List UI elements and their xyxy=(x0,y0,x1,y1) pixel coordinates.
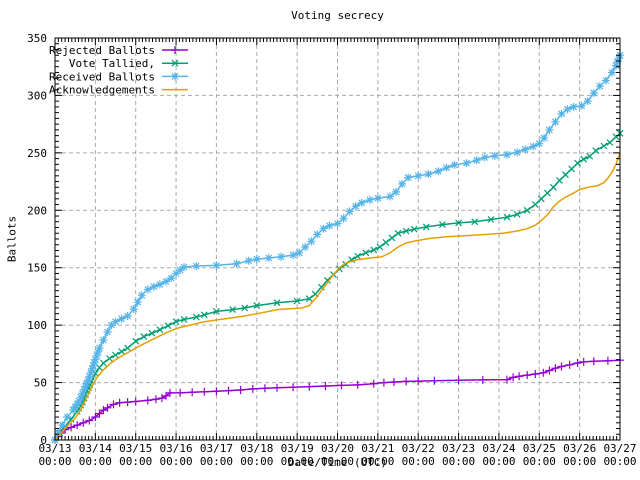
x-tick-label-time: 00:00 xyxy=(482,455,515,468)
x-tick-label-time: 00:00 xyxy=(321,455,354,468)
y-axis-title: Ballots xyxy=(5,215,19,263)
legend-sample-marker-rejected-ballots xyxy=(171,46,179,54)
series-received-ballots xyxy=(51,51,624,444)
legend-sample-marker-vote-tallied xyxy=(171,59,179,67)
legend-sample-marker-received-ballots xyxy=(171,72,179,81)
x-tick-label-date: 03/14 xyxy=(79,442,112,455)
y-tick-label: 150 xyxy=(27,262,47,275)
series-acknowledgements xyxy=(54,152,621,441)
x-tick-label-date: 03/18 xyxy=(240,442,273,455)
x-tick-label-date: 03/26 xyxy=(563,442,596,455)
legend-label-acknowledgements: Acknowledgements xyxy=(49,84,155,97)
x-tick-label-time: 00:00 xyxy=(281,455,314,468)
x-tick-label-date: 03/17 xyxy=(200,442,233,455)
y-tick-label: 100 xyxy=(27,319,47,332)
series-rejected-ballots xyxy=(51,356,624,444)
x-tick-label-date: 03/15 xyxy=(119,442,152,455)
y-tick-label: 0 xyxy=(40,434,47,447)
y-tick-label: 200 xyxy=(27,204,47,217)
y-tick-label: 350 xyxy=(27,32,47,45)
chart-title: Voting secrecy xyxy=(291,9,384,22)
x-tick-label-date: 03/13 xyxy=(38,442,71,455)
x-tick-label-time: 00:00 xyxy=(79,455,112,468)
x-tick-label-time: 00:00 xyxy=(402,455,435,468)
x-tick-label-date: 03/22 xyxy=(402,442,435,455)
x-axis-title: Date/Time (UTC) xyxy=(287,456,388,469)
series-line-acknowledgements xyxy=(54,152,621,441)
y-tick-label: 250 xyxy=(27,147,47,160)
x-tick-label-time: 00:00 xyxy=(563,455,596,468)
x-tick-label-time: 00:00 xyxy=(240,455,273,468)
y-tick-label: 50 xyxy=(34,377,47,390)
legend-label-rejected-ballots: Rejected Ballots xyxy=(49,44,155,57)
x-tick-label-time: 00:00 xyxy=(361,455,394,468)
x-tick-label-date: 03/23 xyxy=(442,442,475,455)
x-tick-label-date: 03/16 xyxy=(160,442,193,455)
x-tick-label-time: 00:00 xyxy=(200,455,233,468)
x-tick-label-time: 00:00 xyxy=(603,455,636,468)
x-tick-label-date: 03/24 xyxy=(482,442,515,455)
legend-label-vote-tallied: Vote Tallied, xyxy=(69,57,155,70)
x-tick-label-date: 03/21 xyxy=(361,442,394,455)
tick-labels: 03/1300:0003/1400:0003/1500:0003/1600:00… xyxy=(27,32,636,468)
x-tick-label-time: 00:00 xyxy=(38,455,71,468)
x-tick-label-date: 03/25 xyxy=(523,442,556,455)
y-tick-label: 300 xyxy=(27,89,47,102)
x-tick-label-time: 00:00 xyxy=(442,455,475,468)
x-tick-label-time: 00:00 xyxy=(119,455,152,468)
x-tick-label-date: 03/19 xyxy=(281,442,314,455)
x-tick-label-time: 00:00 xyxy=(160,455,193,468)
plot-border xyxy=(54,37,621,441)
x-tick-label-time: 00:00 xyxy=(523,455,556,468)
axes xyxy=(54,37,621,441)
x-tick-label-date: 03/27 xyxy=(603,442,636,455)
x-tick-label-date: 03/20 xyxy=(321,442,354,455)
legend-label-received-ballots: Received Ballots xyxy=(49,70,155,83)
grid xyxy=(54,37,621,441)
